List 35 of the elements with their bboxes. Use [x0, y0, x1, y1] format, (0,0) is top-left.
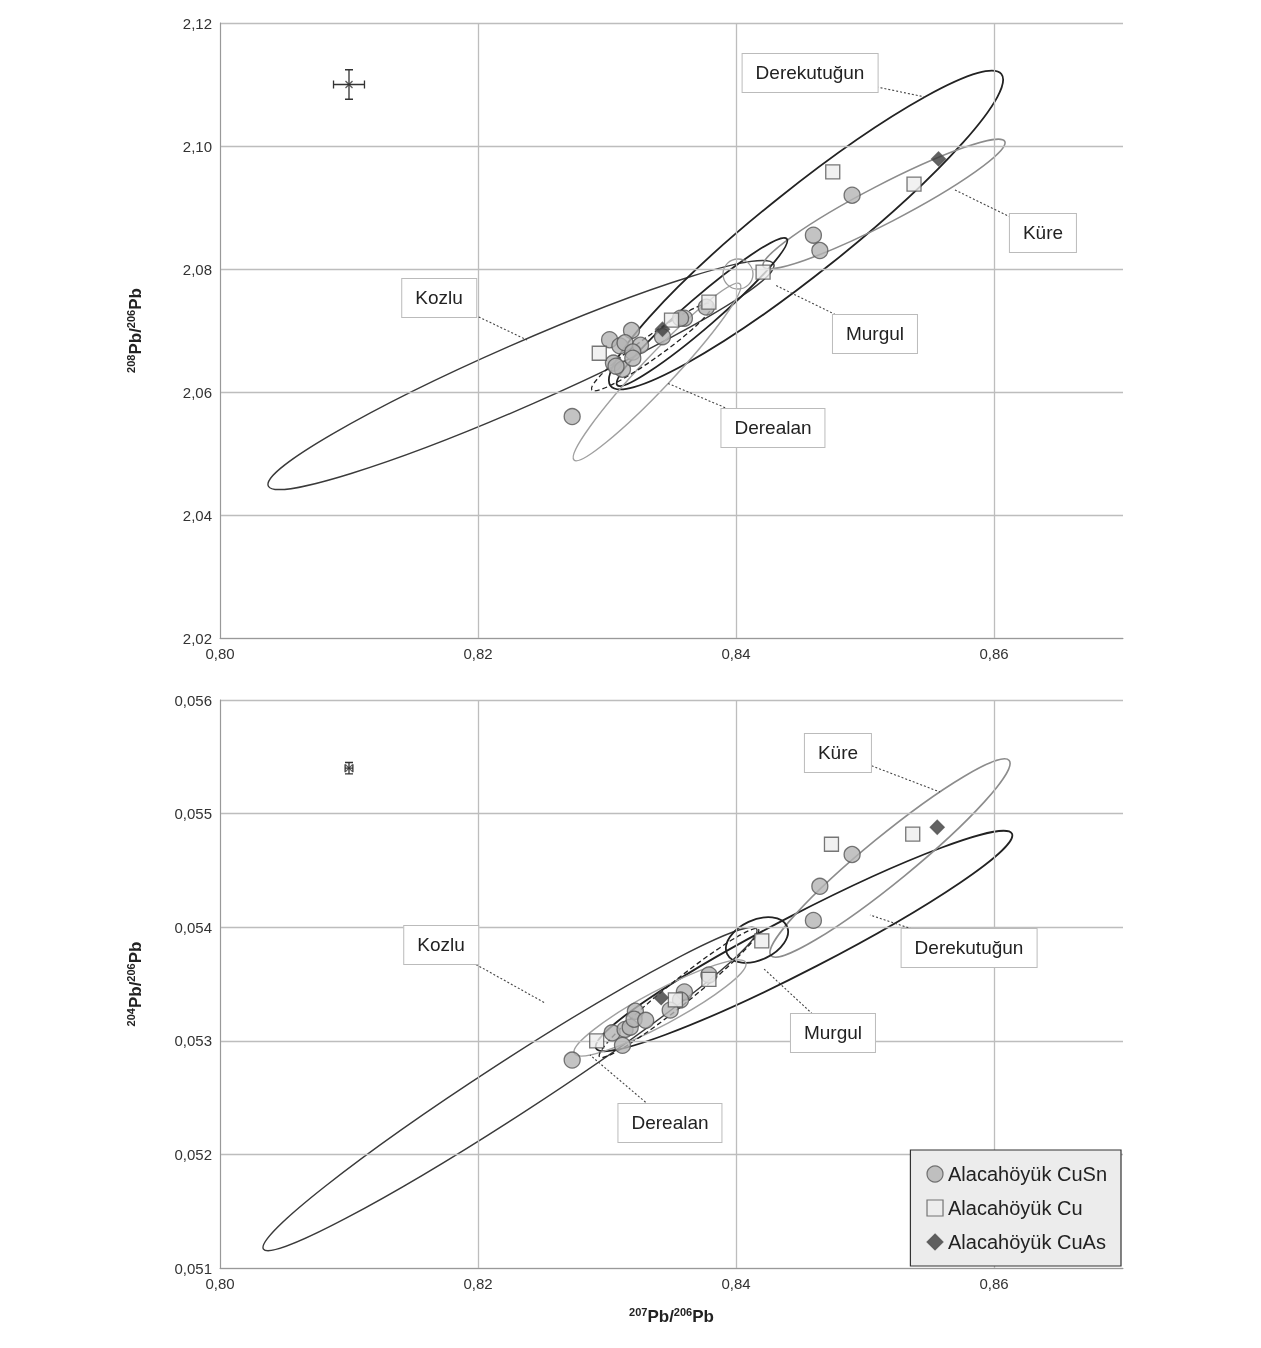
x-tick-label: 0,86: [979, 1275, 1009, 1292]
y-tick-label: 2,06: [182, 383, 212, 401]
y-tick-label: 0,053: [174, 1032, 212, 1050]
y-tick-label: 0,055: [174, 805, 212, 823]
y-tick-label: 2,04: [182, 506, 212, 524]
x-tick-label: 0,80: [205, 645, 235, 662]
annotation: Kozlu: [401, 278, 477, 318]
annotation: Küre: [803, 733, 873, 773]
x-tick-label: 0,80: [205, 1275, 235, 1292]
annotation: Derekutuğun: [741, 53, 879, 93]
y-tick-label: 2,02: [182, 629, 212, 647]
y-tick-label: 2,12: [182, 14, 212, 32]
y-tick-label: 2,08: [182, 260, 212, 278]
legend-label: Alacahöyük CuAs: [948, 1231, 1106, 1253]
y-axis-title: 204Pb/206Pb: [124, 941, 145, 1027]
y-axis-title: 208Pb/206Pb: [124, 288, 145, 373]
y-tick-label: 0,051: [174, 1259, 212, 1277]
x-tick-label: 0,82: [463, 645, 493, 662]
y-tick-label: 2,10: [182, 137, 212, 155]
annotation: Murgul: [831, 314, 919, 354]
y-tick-label: 0,056: [174, 691, 212, 709]
x-tick-label: 0,86: [979, 645, 1009, 662]
annotation: Derealan: [617, 1103, 723, 1143]
y-tick-label: 0,052: [174, 1145, 212, 1163]
x-tick-label: 0,84: [721, 645, 751, 662]
annotation: Küre: [1008, 213, 1078, 253]
annotation: Derealan: [720, 408, 826, 448]
annotation: Murgul: [789, 1013, 877, 1053]
annotation: Kozlu: [403, 925, 479, 965]
x-tick-label: 0,84: [721, 1275, 751, 1292]
legend-label: Alacahöyük CuSn: [948, 1163, 1107, 1185]
legend-label: Alacahöyük Cu: [948, 1197, 1083, 1219]
annotation: Derekutuğun: [900, 928, 1038, 968]
x-tick-label: 0,82: [463, 1275, 493, 1292]
y-tick-label: 0,054: [174, 918, 212, 936]
